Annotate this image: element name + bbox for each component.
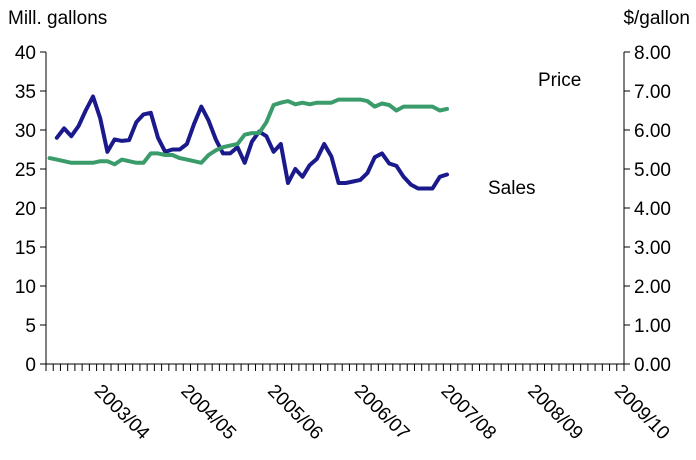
x-tick-label: 2008/09 [523,381,586,444]
right-tick-label: 1.00 [634,316,671,337]
left-tick-label: 10 [15,277,36,298]
x-tick-label: 2004/05 [177,381,240,444]
series-label-sales: Sales [488,178,536,199]
left-tick-label: 15 [15,238,36,259]
right-axis-unit-label: $/gallon [623,8,690,29]
x-tick-label: 2005/06 [263,381,326,444]
left-tick-label: 5 [25,316,36,337]
left-tick-label: 35 [15,82,36,103]
left-tick-label: 20 [15,199,36,220]
series-lines [47,94,449,191]
x-tick-label: 2006/07 [350,381,413,444]
right-tick-label: 0.00 [634,355,671,376]
right-tick-label: 8.00 [634,43,671,64]
right-tick-label: 2.00 [634,277,671,298]
x-tick-label: 2009/10 [610,381,673,444]
x-tick-label: 2003/04 [90,381,154,445]
left-tick-label: 40 [15,43,36,64]
right-tick-label: 5.00 [634,160,671,181]
axes: 0 5 10 15 20 25 30 35 40 0.00 1.00 2.00 3.00 4.00 5.00… [15,43,674,444]
left-tick-label: 30 [15,121,36,142]
right-tick-label: 4.00 [634,199,671,220]
right-tick-label: 3.00 [634,238,671,259]
series-label-price: Price [538,70,581,91]
series-labels: Sales Price [488,70,581,199]
x-tick-label: 2007/08 [437,381,500,444]
series-line-price [47,97,449,167]
right-tick-label: 6.00 [634,121,671,142]
left-axis-unit-label: Mill. gallons [8,8,107,29]
left-tick-label: 0 [25,355,36,376]
left-tick-label: 25 [15,160,36,181]
right-tick-label: 7.00 [634,82,671,103]
series-line-sales [54,94,449,191]
